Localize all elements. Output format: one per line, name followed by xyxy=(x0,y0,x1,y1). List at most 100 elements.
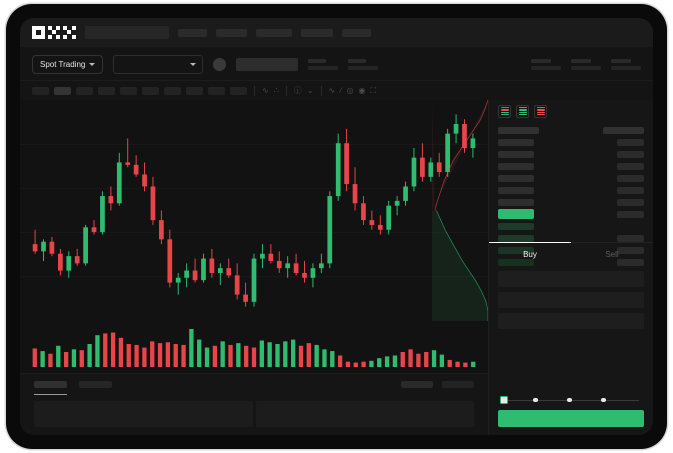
timeframe-button-6[interactable] xyxy=(142,86,159,95)
bid-price xyxy=(498,258,534,266)
trend-line-icon[interactable]: ∿ xyxy=(262,85,269,95)
ask-price xyxy=(498,138,534,146)
bid-price xyxy=(498,234,534,242)
bottom-tab-order-history[interactable] xyxy=(79,381,112,388)
slider-step-25[interactable] xyxy=(533,397,538,403)
search-input[interactable] xyxy=(85,26,169,39)
spread-price-highlight xyxy=(498,209,534,219)
nav-item-more[interactable] xyxy=(342,28,371,37)
place-buy-order-button[interactable] xyxy=(498,410,644,427)
orderbook-bid-row[interactable] xyxy=(498,232,644,244)
timeframe-button-4[interactable] xyxy=(98,86,115,95)
orderbook-bid-row[interactable] xyxy=(498,244,644,256)
timeframe-button-8[interactable] xyxy=(186,86,203,95)
timeframe-button-3[interactable] xyxy=(76,86,93,95)
indicator-wave-icon[interactable]: ∿ xyxy=(328,85,336,95)
stat-change-value xyxy=(308,65,339,70)
volume-histogram-svg xyxy=(32,329,476,367)
timeframe-button-7[interactable] xyxy=(164,86,181,95)
text-tool-icon[interactable]: ⓙ xyxy=(293,85,302,95)
orderbook-price-header xyxy=(498,126,539,134)
orderbook-spread-row[interactable] xyxy=(498,208,644,220)
logo-x-icon xyxy=(63,26,76,39)
stat-volume-base-value xyxy=(571,65,601,70)
magnet-icon[interactable]: ∕ xyxy=(340,85,342,95)
orderbook-ask-row[interactable] xyxy=(498,196,644,208)
percent-slider[interactable] xyxy=(500,394,642,406)
stat-volume-base-label xyxy=(571,58,591,63)
order-form xyxy=(489,266,653,394)
orderbook-bid-row[interactable] xyxy=(498,220,644,232)
toolbar-divider xyxy=(285,85,287,96)
pair-select-dropdown[interactable] xyxy=(113,54,204,74)
logo-k-icon xyxy=(47,26,61,39)
stat-high-value xyxy=(348,65,379,70)
ask-size xyxy=(617,198,644,206)
stat-volume-base xyxy=(571,58,601,70)
nav-item-derivatives[interactable] xyxy=(256,28,292,37)
nav-item-trade[interactable] xyxy=(216,28,247,37)
stat-low xyxy=(531,58,561,70)
timeframe-button-2[interactable] xyxy=(54,86,71,95)
shapes-dropdown-icon[interactable]: ⌄ xyxy=(306,85,314,95)
candlestick-chart[interactable] xyxy=(20,100,488,321)
okx-logo[interactable] xyxy=(32,26,76,39)
amount-field[interactable] xyxy=(498,292,644,308)
pair-coin-icon xyxy=(213,57,227,71)
orderbook-bid-row[interactable] xyxy=(498,256,644,268)
trading-mode-selector[interactable]: Spot Trading xyxy=(32,54,104,74)
timeframe-button-9[interactable] xyxy=(208,86,225,95)
orderbook-ask-row[interactable] xyxy=(498,136,644,148)
eye-icon[interactable]: ◉ xyxy=(358,85,366,95)
orderbook-ask-row[interactable] xyxy=(498,184,644,196)
bottom-action-hide-other-pairs[interactable] xyxy=(401,381,433,388)
slider-handle[interactable] xyxy=(500,396,508,404)
depth-bids-icon[interactable] xyxy=(516,104,529,118)
buy-sell-tabs: Buy Sell xyxy=(489,242,653,266)
tab-buy[interactable]: Buy xyxy=(489,242,571,266)
depth-both-icon[interactable] xyxy=(498,104,511,118)
nav-item-markets[interactable] xyxy=(178,28,207,37)
fullscreen-icon[interactable]: ⛶ xyxy=(370,85,377,95)
tab-sell[interactable]: Sell xyxy=(605,250,619,259)
device-frame: Spot Trading xyxy=(6,4,667,449)
stat-low-label xyxy=(531,58,551,63)
orderbook-rows[interactable] xyxy=(489,122,653,266)
bid-size xyxy=(617,258,644,266)
ask-price xyxy=(498,174,534,182)
total-field[interactable] xyxy=(498,313,644,329)
bottom-panel-content xyxy=(20,395,488,435)
orderbook-ask-row[interactable] xyxy=(498,160,644,172)
orderbook-ask-row[interactable] xyxy=(498,172,644,184)
orderbook-ask-row[interactable] xyxy=(498,148,644,160)
percent-slider-wrapper xyxy=(489,394,653,410)
pair-last-price xyxy=(236,57,299,71)
depth-asks-icon[interactable] xyxy=(534,104,547,118)
slider-step-50[interactable] xyxy=(567,397,572,403)
lock-icon[interactable]: ◎ xyxy=(346,85,354,95)
main-content: Buy Sell xyxy=(20,100,653,435)
bid-size xyxy=(617,246,644,254)
stat-volume-quote-value xyxy=(611,65,641,70)
ask-size xyxy=(617,162,644,170)
stat-low-value xyxy=(531,65,561,70)
price-field[interactable] xyxy=(498,271,644,287)
spread-size xyxy=(617,210,644,218)
bottom-content-block-1 xyxy=(34,401,253,427)
bottom-panel-tabs xyxy=(20,374,488,395)
chart-column xyxy=(20,100,488,435)
timeframe-button-5[interactable] xyxy=(120,86,137,95)
orderbook-column: Buy Sell xyxy=(488,100,653,435)
timeframe-button-10[interactable] xyxy=(230,86,247,95)
bottom-tab-open-orders[interactable] xyxy=(34,381,67,395)
stat-high xyxy=(348,58,379,70)
bottom-action-cancel-all[interactable] xyxy=(442,381,474,388)
top-navigation-bar xyxy=(20,18,653,48)
fib-retracement-icon[interactable]: ∴ xyxy=(273,85,279,95)
nav-item-earn[interactable] xyxy=(301,28,333,37)
stat-change-label xyxy=(308,58,327,63)
ask-size xyxy=(617,150,644,158)
slider-step-75[interactable] xyxy=(601,397,606,403)
timeframe-button-1[interactable] xyxy=(32,86,49,95)
ask-price xyxy=(498,162,534,170)
